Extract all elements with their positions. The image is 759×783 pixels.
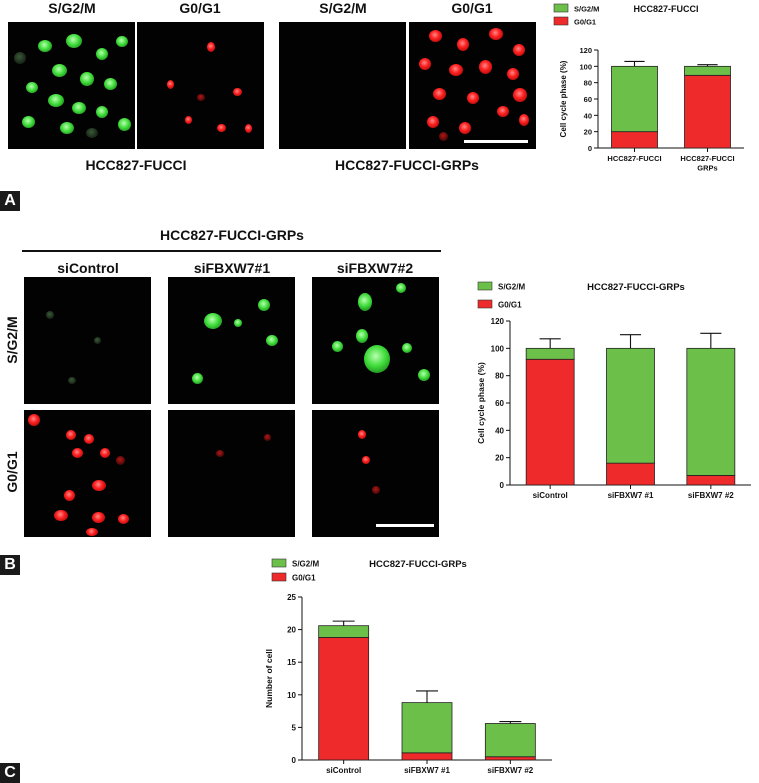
- bar-segment: [684, 65, 731, 76]
- bar-segment: [401, 702, 453, 754]
- legend-swatch: [271, 558, 287, 568]
- legend-label: G0/G1: [574, 18, 596, 27]
- x-tick-label: HCC827-FUCCI: [680, 154, 734, 163]
- legend-label: S/G2/M: [498, 283, 525, 292]
- panel-b-col-header: siFBXW7#2: [336, 260, 414, 276]
- x-tick-label: siFBXW7 #1: [608, 491, 654, 500]
- micrograph-sicontrol-sg2m: [24, 277, 151, 404]
- y-tick-label: 120: [491, 317, 505, 326]
- y-tick-label: 60: [495, 399, 504, 408]
- x-tick-label: GRPs: [697, 164, 717, 173]
- bar-segment: [318, 637, 370, 761]
- bar-segment: [525, 358, 575, 486]
- bar-segment: [484, 756, 536, 761]
- legend-label: G0/G1: [498, 301, 522, 310]
- y-tick-label: 40: [495, 426, 504, 435]
- legend-swatch: [271, 572, 287, 582]
- panel-b-row-label: S/G2/M: [4, 316, 20, 364]
- y-tick-label: 120: [579, 46, 592, 55]
- legend-label: S/G2/M: [292, 560, 319, 569]
- legend-swatch: [553, 3, 569, 13]
- bar-segment: [525, 347, 575, 360]
- x-tick-label: siControl: [533, 491, 568, 500]
- y-tick-label: 15: [287, 658, 296, 667]
- chart-title: HCC827-FUCCI-GRPs: [369, 559, 467, 570]
- scale-bar: [464, 140, 528, 143]
- legend-swatch: [477, 281, 493, 291]
- micrograph-fucci-sg2m: [8, 22, 135, 149]
- micrograph-fucci-grps-sg2m: [279, 22, 406, 149]
- micrograph-sifbxw7-2-sg2m: [312, 277, 439, 404]
- bar-segment: [606, 347, 655, 464]
- y-tick-label: 20: [287, 626, 296, 635]
- micrograph-sifbxw7-1-sg2m: [168, 277, 295, 404]
- bar-segment: [606, 462, 655, 486]
- x-tick-label: siFBXW7 #1: [404, 766, 450, 775]
- y-tick-label: 25: [287, 593, 296, 602]
- bar-segment: [686, 475, 736, 486]
- panel-a-tag: A: [0, 191, 20, 211]
- y-tick-label: 80: [584, 79, 592, 88]
- panel-b-row-label: G0/G1: [4, 451, 20, 493]
- x-tick-label: siControl: [326, 766, 361, 775]
- y-tick-label: 0: [588, 144, 592, 153]
- y-tick-label: 0: [500, 481, 505, 490]
- scale-bar: [376, 524, 434, 527]
- micrograph-sifbxw7-1-g0g1: [168, 410, 295, 537]
- panel-a-col-header: S/G2/M: [48, 0, 96, 16]
- y-tick-label: 5: [292, 723, 297, 732]
- x-tick-label: siFBXW7 #2: [487, 766, 533, 775]
- micrograph-fucci-g0g1: [137, 22, 264, 149]
- group-divider-line: [22, 250, 441, 252]
- bar-segment: [684, 74, 731, 149]
- micrograph-fucci-grps-g0g1: [409, 22, 536, 149]
- panel-a-col-header: G0/G1: [451, 0, 493, 16]
- panel-c-tag: C: [0, 763, 20, 783]
- panel-b-tag: B: [0, 555, 20, 575]
- bar-segment: [484, 723, 536, 758]
- y-tick-label: 100: [579, 62, 592, 71]
- x-tick-label: siFBXW7 #2: [688, 491, 734, 500]
- legend-swatch: [553, 16, 569, 26]
- bar-segment: [401, 752, 453, 761]
- y-tick-label: 100: [491, 344, 505, 353]
- micrograph-sicontrol-g0g1: [24, 410, 151, 537]
- y-axis-label: Number of cell: [264, 649, 274, 708]
- y-tick-label: 10: [287, 691, 296, 700]
- bar-segment: [611, 65, 658, 133]
- panel-a-caption: HCC827-FUCCI: [85, 157, 187, 173]
- y-tick-label: 40: [584, 111, 592, 120]
- y-tick-label: 60: [584, 95, 592, 104]
- x-tick-label: HCC827-FUCCI: [607, 154, 661, 163]
- panel-a-col-header: G0/G1: [179, 0, 221, 16]
- panel-a-caption: HCC827-FUCCI-GRPs: [335, 157, 479, 173]
- legend-swatch: [477, 299, 493, 309]
- panel-b-col-header: siFBXW7#1: [193, 260, 271, 276]
- y-axis-label: Cell cycle phase (%): [476, 362, 486, 444]
- bar-segment: [318, 625, 370, 638]
- y-tick-label: 20: [584, 128, 592, 137]
- bar-segment: [611, 131, 658, 149]
- chart-b-cell-cycle-phase: HCC827-FUCCI-GRPs S/G2/M G0/G1 0 20 40 60 80 100…: [476, 281, 751, 500]
- y-tick-label: 0: [292, 756, 297, 765]
- y-axis-label: Cell cycle phase (%): [559, 60, 568, 137]
- panel-a-col-header: S/G2/M: [319, 0, 367, 16]
- legend-label: G0/G1: [292, 574, 316, 583]
- panel-b-col-header: siControl: [57, 260, 119, 276]
- micrograph-sifbxw7-2-g0g1: [312, 410, 439, 537]
- y-tick-label: 80: [495, 372, 504, 381]
- chart-c-number-of-cells: HCC827-FUCCI-GRPs S/G2/M G0/G1 0 5 10 15 20 25 Nu…: [264, 558, 552, 775]
- legend-label: S/G2/M: [574, 5, 599, 14]
- y-tick-label: 20: [495, 454, 504, 463]
- bar-segment: [686, 347, 736, 476]
- chart-title: HCC827-FUCCI-GRPs: [587, 282, 685, 293]
- chart-a-cell-cycle-phase: HCC827-FUCCI S/G2/M G0/G1 0 20 40 60 80 100 120 Ce…: [553, 3, 744, 173]
- chart-title: HCC827-FUCCI: [633, 4, 698, 14]
- panel-b-group-title: HCC827-FUCCI-GRPs: [160, 227, 304, 243]
